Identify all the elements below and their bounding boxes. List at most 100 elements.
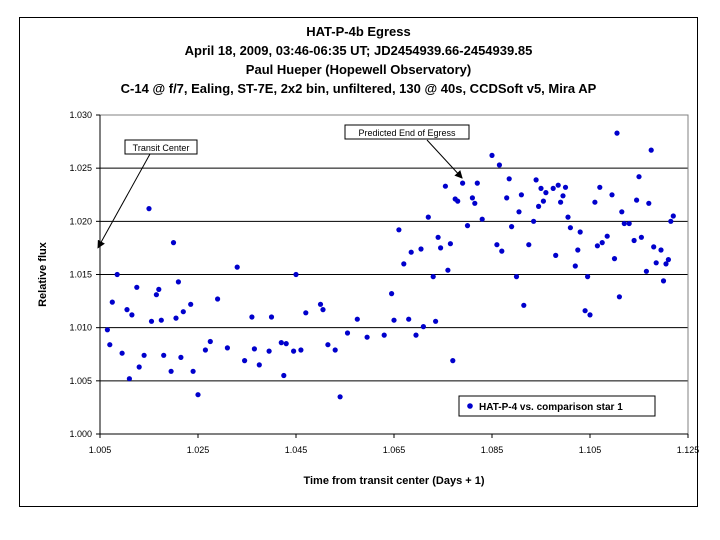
data-point [582,308,588,314]
data-point [433,318,439,324]
data-point [626,220,632,227]
x-tick-label: 1.005 [89,445,112,455]
data-point [442,183,448,189]
legend: HAT-P-4 vs. comparison star 1 [458,395,656,417]
data-point [670,213,676,219]
data-point [631,237,637,244]
data-point [533,177,539,183]
data-point [337,394,343,400]
data-point [553,252,559,258]
data-point [494,242,500,248]
data-point [464,223,471,229]
data-point [587,312,593,318]
chart-subtitle-equipment: C-14 @ f/7, Ealing, ST-7E, 2x2 bin, unfi… [120,81,597,96]
data-point [401,261,407,267]
data-point [653,260,659,266]
chart-subtitle-observer: Paul Hueper (Hopewell Observatory) [245,62,472,77]
data-point [518,192,525,198]
data-point [234,264,240,270]
data-point [178,354,184,360]
data-point [107,342,113,348]
data-point [619,209,625,215]
data-point [381,332,387,338]
legend-box [458,395,656,417]
data-point [266,348,272,354]
data-point [153,292,159,298]
data-point [408,249,414,255]
data-point [479,216,485,222]
data-point [215,296,221,302]
legend-label: HAT-P-4 vs. comparison star 1 [479,402,623,413]
data-point [126,376,132,382]
data-point [188,301,194,307]
data-point [148,318,155,324]
annotation-transit-center: Transit Center [97,139,198,249]
data-point [565,214,571,220]
annotation-end-of-egress: Predicted End of Egress [344,124,470,179]
data-point [513,274,520,280]
data-point [298,347,304,353]
x-tick-label: 1.125 [677,445,700,455]
data-point [109,299,115,305]
data-point [104,327,110,333]
data-point [195,392,201,398]
data-point [278,340,284,346]
data-point [364,334,370,340]
x-tick-label: 1.025 [187,445,210,455]
data-point [567,225,574,231]
data-point [472,200,478,206]
data-point [344,330,351,336]
data-point [249,314,255,320]
data-point [499,248,505,254]
data-point [224,345,230,351]
data-point [611,256,618,262]
data-point [455,198,461,204]
data-point [558,199,564,205]
data-point [516,209,522,215]
data-point [445,267,451,273]
data-point [469,195,475,201]
data-point [161,352,167,358]
data-point [663,261,669,267]
data-point [281,372,287,379]
data-point [180,309,186,315]
data-point [124,307,130,313]
y-tick-label: 1.005 [69,376,92,386]
y-tick-label: 1.010 [69,323,92,333]
data-point [354,316,360,322]
data-point [648,147,654,153]
chart-title: HAT-P-4b Egress [306,24,411,39]
chart-subtitle-date: April 18, 2009, 03:46-06:35 UT; JD245493… [184,43,533,58]
data-point [168,368,174,374]
data-point [420,324,426,330]
data-point [406,316,412,322]
data-point [638,234,645,240]
data-point [141,352,147,358]
data-point [435,234,441,240]
y-tick-label: 1.020 [69,216,92,226]
data-point [291,348,297,354]
data-point [526,242,532,248]
data-point [391,317,397,323]
data-point [572,263,578,269]
data-point [158,317,164,323]
data-point [303,310,309,316]
data-point [136,364,142,370]
data-point [592,199,598,205]
annotation-arrow [97,153,151,249]
data-point [660,278,667,284]
data-point [242,358,248,364]
chart-frame [19,17,698,507]
x-tick-label: 1.085 [481,445,504,455]
data-point [170,240,177,246]
data-point [146,206,152,212]
data-point [207,338,213,345]
data-point [562,184,569,190]
data-point [389,291,395,297]
data-point [543,190,549,196]
annotation-text: Transit Center [133,143,190,153]
x-tick-label: 1.065 [383,445,406,455]
data-point [474,180,480,186]
data-point [577,229,583,235]
